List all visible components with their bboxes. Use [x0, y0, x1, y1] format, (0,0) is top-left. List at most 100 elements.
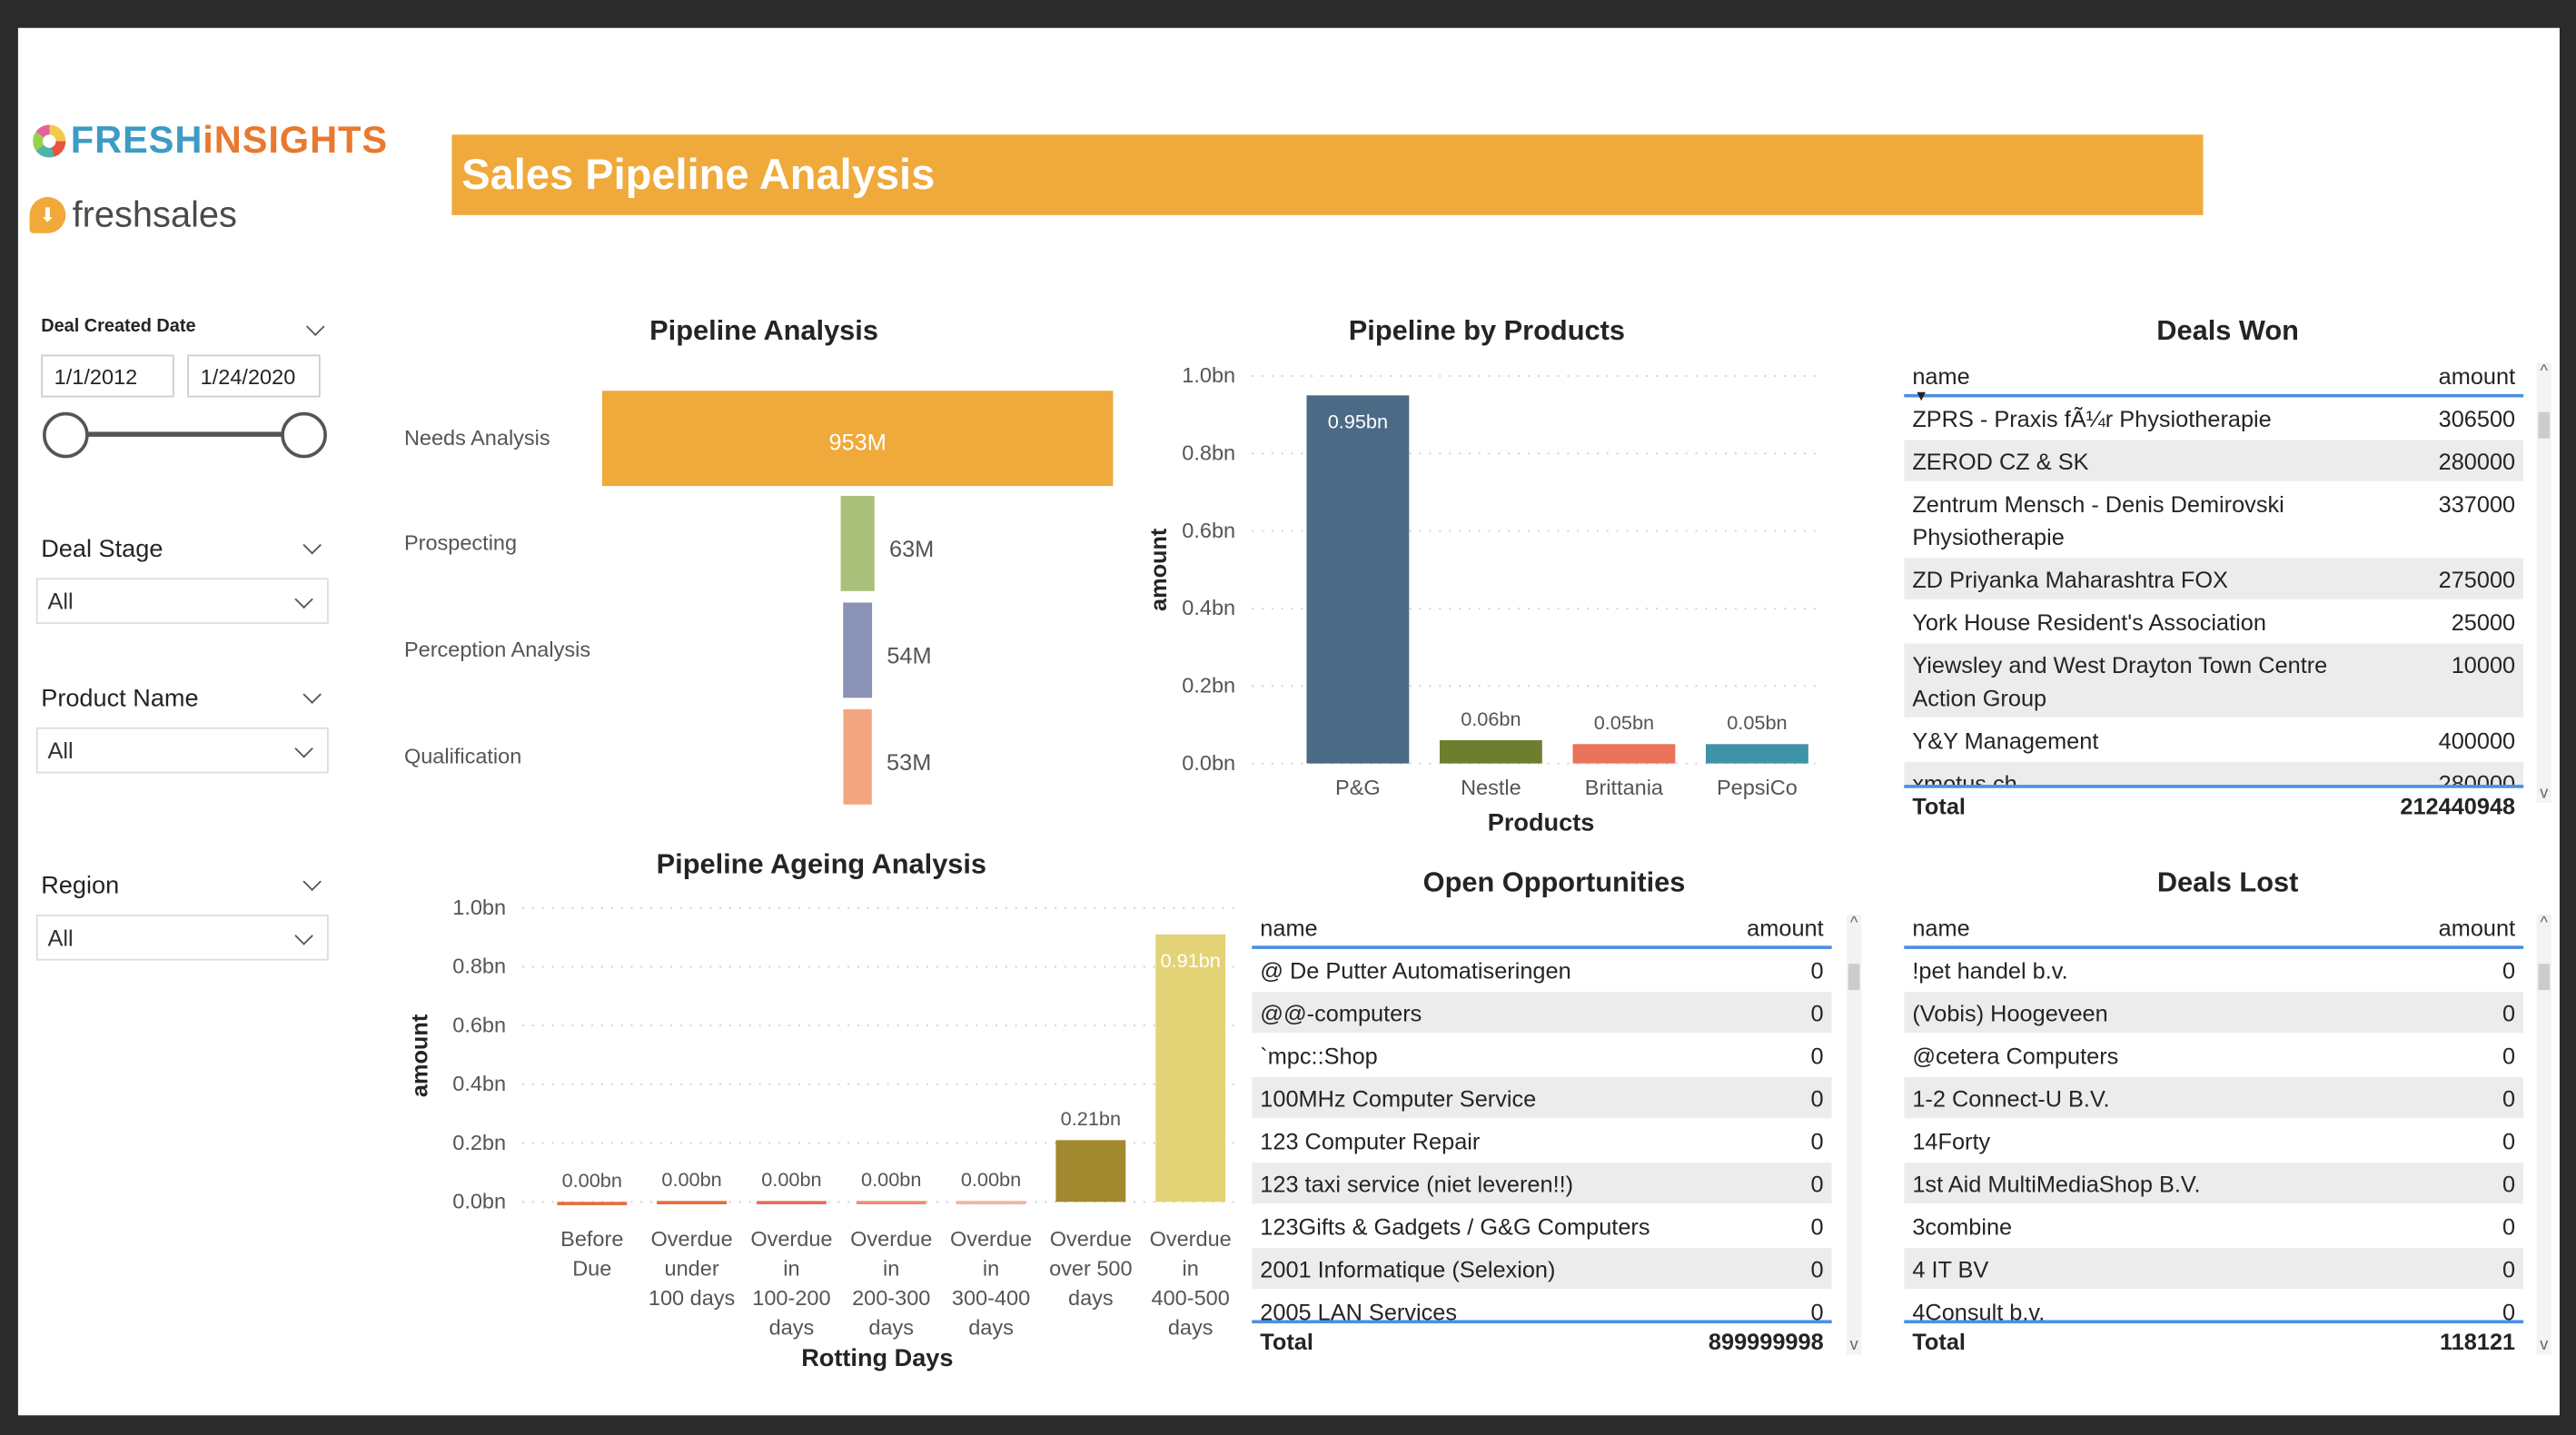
table-header[interactable]: name amount ▼: [1904, 362, 2524, 404]
table-row[interactable]: York House Resident's Association 25000: [1904, 601, 2524, 644]
total-value: 899999998: [1708, 1328, 1824, 1355]
column-header-name[interactable]: name: [1260, 914, 1318, 941]
product-name-dropdown[interactable]: All: [35, 727, 329, 774]
bar: [557, 1202, 628, 1205]
data-label: 0.21bn: [1061, 1107, 1121, 1130]
funnel-stage-label: Qualification: [404, 745, 521, 768]
table-row[interactable]: Zentrum Mensch - Denis Demirovski Physio…: [1904, 482, 2524, 559]
funnel-data-label: 54M: [887, 643, 931, 668]
deals-won-scrollbar[interactable]: ^ v: [2536, 362, 2551, 804]
x-tick-label: in: [1183, 1257, 1199, 1281]
total-label: Total: [1912, 1328, 1966, 1355]
table-row[interactable]: 4Consult b.v. 0: [1904, 1291, 2523, 1321]
cell-name: 4Consult b.v.: [1912, 1298, 2046, 1321]
cell-amount: 25000: [2451, 609, 2516, 636]
table-row[interactable]: 123Gifts & Gadgets / G&G Computers 0: [1252, 1205, 1832, 1248]
cell-amount: 0: [2502, 1084, 2516, 1112]
cell-amount: 0: [1810, 1298, 1824, 1321]
pipeline-by-products-title: Pipeline by Products: [1348, 315, 1625, 347]
region-label: Region: [41, 871, 120, 900]
column-header-amount[interactable]: amount: [2438, 362, 2516, 390]
cell-name: `mpc::Shop: [1260, 1042, 1378, 1069]
y-tick-label: 0.2bn: [1182, 674, 1235, 698]
end-date-input[interactable]: 1/24/2020: [187, 354, 321, 398]
region-dropdown[interactable]: All: [35, 914, 329, 961]
funnel-bar: [601, 391, 1114, 487]
total-label: Total: [1912, 793, 1966, 820]
y-tick-label: 0.6bn: [1182, 519, 1235, 542]
table-row[interactable]: @cetera Computers 0: [1904, 1034, 2524, 1077]
table-row[interactable]: 123 taxi service (niet leveren!!) 0: [1252, 1162, 1832, 1205]
x-tick-label: Overdue: [651, 1227, 733, 1251]
column-header-amount[interactable]: amount: [1747, 914, 1824, 941]
logo-text-fresh: FRESH: [70, 118, 203, 162]
cell-name: ZPRS - Praxis fÃ¼r Physiotherapie: [1912, 405, 2272, 432]
y-axis-title: amount: [1146, 528, 1172, 611]
cell-name: @ De Putter Automatiseringen: [1260, 956, 1571, 984]
freshsales-logo-text: freshsales: [72, 193, 237, 235]
x-tick-label: 200-300: [852, 1286, 930, 1310]
date-slider-start-handle[interactable]: [43, 411, 89, 459]
deal-stage-dropdown[interactable]: All: [35, 578, 329, 624]
table-row[interactable]: 3combine 0: [1904, 1205, 2524, 1248]
cell-name: 100MHz Computer Service: [1260, 1084, 1537, 1112]
freshinsights-logo: FRESH iNSIGHTS: [33, 118, 388, 163]
table-row[interactable]: ZEROD CZ & SK 280000: [1904, 440, 2524, 483]
date-slider-end-handle[interactable]: [281, 411, 327, 459]
cell-amount: 0: [2502, 1212, 2516, 1240]
y-tick-label: 1.0bn: [452, 896, 506, 919]
table-row[interactable]: 2001 Informatique (Selexion) 0: [1252, 1247, 1832, 1291]
table-row[interactable]: Y&Y Management 400000: [1904, 719, 2524, 762]
freshsales-logo: ⬇ freshsales: [29, 193, 237, 236]
x-tick-label: Before: [560, 1227, 623, 1251]
table-row[interactable]: 4 IT BV 0: [1904, 1247, 2524, 1291]
cell-name: 1st Aid MultiMediaShop B.V.: [1912, 1170, 2201, 1197]
cell-amount: 0: [1810, 1084, 1824, 1112]
column-header-amount[interactable]: amount: [2438, 914, 2516, 941]
table-row[interactable]: (Vobis) Hoogeveen 0: [1904, 991, 2524, 1034]
table-row[interactable]: 1st Aid MultiMediaShop B.V. 0: [1904, 1162, 2524, 1205]
data-label: 0.05bn: [1594, 711, 1654, 734]
start-date-input[interactable]: 1/1/2012: [41, 354, 174, 398]
cell-amount: 10000: [2451, 651, 2516, 678]
table-header[interactable]: name amount: [1904, 914, 2524, 949]
column-header-name[interactable]: name: [1912, 914, 1970, 941]
cell-amount: 0: [1810, 1212, 1824, 1240]
cell-name: York House Resident's Association: [1912, 609, 2266, 636]
table-row[interactable]: 14Forty 0: [1904, 1120, 2524, 1163]
x-tick-label: days: [1168, 1316, 1214, 1340]
table-row[interactable]: Yiewsley and West Drayton Town Centre Ac…: [1904, 643, 2524, 719]
table-header[interactable]: name amount: [1252, 914, 1832, 949]
table-row[interactable]: !pet handel b.v. 0: [1904, 949, 2524, 992]
table-row[interactable]: `mpc::Shop 0: [1252, 1034, 1832, 1077]
x-tick-label: Overdue: [950, 1227, 1032, 1251]
cell-name: ZEROD CZ & SK: [1912, 448, 2089, 475]
y-tick-label: 0.0bn: [452, 1190, 506, 1213]
data-label: 0.00bn: [761, 1168, 821, 1191]
open-opportunities-scrollbar[interactable]: ^ v: [1846, 914, 1862, 1355]
column-header-name[interactable]: name: [1912, 362, 1970, 390]
date-slider-track[interactable]: [65, 431, 304, 437]
bar: [1055, 1140, 1126, 1202]
x-tick-label: in: [883, 1257, 899, 1281]
bar: [1306, 395, 1410, 764]
bar: [1439, 740, 1542, 764]
bar: [1155, 934, 1226, 1202]
table-row[interactable]: @@-computers 0: [1252, 991, 1832, 1034]
cell-amount: 0: [2502, 956, 2516, 984]
table-row[interactable]: ZD Priyanka Maharashtra FOX 275000: [1904, 558, 2524, 601]
table-row[interactable]: 2005 LAN Services 0: [1252, 1291, 1831, 1321]
table-row[interactable]: @ De Putter Automatiseringen 0: [1252, 949, 1832, 992]
table-row[interactable]: 123 Computer Repair 0: [1252, 1120, 1832, 1163]
logo-text-insights: iNSIGHTS: [203, 118, 388, 162]
cell-amount: 0: [1810, 1170, 1824, 1197]
deals-lost-scrollbar[interactable]: ^ v: [2536, 914, 2551, 1355]
table-row[interactable]: 1-2 Connect-U B.V. 0: [1904, 1076, 2524, 1120]
x-axis-title: Rotting Days: [801, 1343, 953, 1371]
cell-amount: 337000: [2438, 490, 2516, 518]
y-tick-label: 0.8bn: [1182, 441, 1235, 465]
table-row[interactable]: 100MHz Computer Service 0: [1252, 1076, 1832, 1120]
table-row[interactable]: ZPRS - Praxis fÃ¼r Physiotherapie 306500: [1904, 397, 2524, 440]
table-row[interactable]: xmotus.ch 280000: [1904, 761, 2524, 786]
